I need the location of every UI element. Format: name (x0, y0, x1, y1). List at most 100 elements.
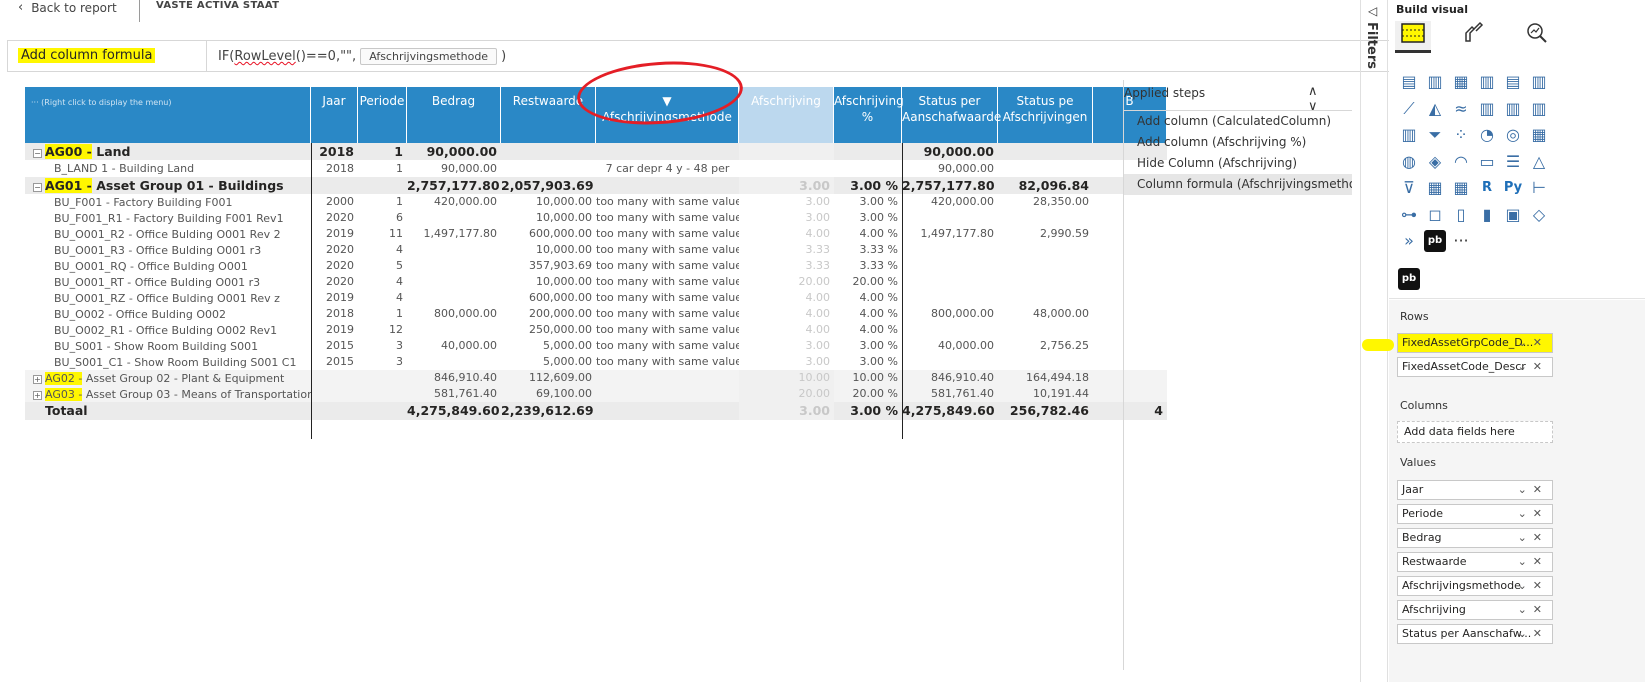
well-item-controls[interactable]: ⌄✕ (1517, 603, 1548, 616)
treemap-icon[interactable]: ▦ (1531, 125, 1547, 144)
qa-icon[interactable]: ◻ (1428, 204, 1442, 224)
kpi-icon[interactable]: △ (1532, 151, 1546, 171)
applied-step-item[interactable]: Hide Column (Afschrijving) (1137, 156, 1298, 170)
matrix-menu-hint[interactable]: ··· (Right click to display the menu) (25, 87, 311, 143)
pb-visual-icon[interactable]: pb (1424, 230, 1446, 252)
group-row[interactable]: + AG02 - Asset Group 02 - Plant & Equipme… (25, 370, 1167, 386)
table-row[interactable]: BU_S001 - Show Room Building S001 2015 3 40… (25, 338, 1167, 354)
group-row[interactable]: − AG01 - Asset Group 01 - Buildings 2,757,… (25, 177, 1167, 194)
card-icon[interactable]: ▭ (1479, 151, 1495, 171)
custom-visual-pb-icon[interactable]: pb (1398, 268, 1420, 290)
applied-step-item[interactable]: Add column (Afschrijving %) (1137, 135, 1307, 149)
field-chip[interactable]: Afschrijvingsmethode (360, 48, 498, 65)
column-header[interactable]: Status per Aanschafwaarde (902, 87, 1001, 143)
collapse-icon[interactable]: − (33, 183, 42, 192)
sort-descending-icon[interactable]: ▼ (662, 94, 672, 108)
analytics-tab[interactable] (1519, 21, 1555, 53)
table-row[interactable]: BU_O001_RZ - Office Bulding O001 Rev z 20… (25, 290, 1167, 306)
column-header[interactable]: Jaar (311, 87, 358, 143)
values-well-item[interactable]: Periode ⌄✕ (1397, 504, 1553, 524)
scatter-icon[interactable]: ⁘ (1454, 125, 1468, 144)
column-header[interactable]: ▼ Afschrijvingsmethode (596, 87, 739, 143)
table-row[interactable]: BU_F001_R1 - Factory Building F001 Rev1 2… (25, 210, 1167, 226)
clustered-column-icon[interactable]: ▥ (1427, 72, 1443, 91)
ribbon-chart-icon[interactable]: ▥ (1531, 98, 1547, 118)
table-row[interactable]: BU_O001_RQ - Office Bulding O001 2020 5 357… (25, 258, 1167, 274)
table-row[interactable]: BU_O001_RT - Office Bulding O001 r3 2020 4… (25, 274, 1167, 290)
column-header[interactable]: Bedrag (407, 87, 501, 143)
stacked-bar-100-icon[interactable]: ▦ (1453, 72, 1469, 91)
power-automate-icon[interactable]: ◇ (1532, 204, 1546, 224)
well-item-controls[interactable]: ⌄✕ (1517, 507, 1548, 520)
more-options-icon[interactable]: ··· (1453, 231, 1469, 250)
filled-map-icon[interactable]: ◈ (1428, 151, 1442, 171)
table-row[interactable]: BU_S001_C1 - Show Room Building S001 C1 2… (25, 354, 1167, 370)
power-apps-icon[interactable]: ▣ (1505, 204, 1521, 224)
well-item-controls[interactable]: ⌄✕ (1517, 336, 1548, 349)
column-100-icon[interactable]: ▥ (1531, 72, 1547, 91)
back-to-report-link[interactable]: ‹ Back to report (18, 0, 117, 15)
donut-icon[interactable]: ◎ (1506, 125, 1520, 144)
values-well-item[interactable]: Afschrijving ⌄✕ (1397, 600, 1553, 620)
line-chart-icon[interactable]: ⟋ (1403, 98, 1415, 118)
rows-well-item[interactable]: FixedAssetCode_Descr ⌄✕ (1397, 357, 1553, 377)
formula-expression[interactable]: IF( RowLevel ()==0,"", Afschrijvingsmeth… (218, 48, 506, 65)
table-row[interactable]: BU_F001 - Factory Building F001 2000 1 420,… (25, 194, 1167, 210)
expand-icon[interactable]: + (33, 391, 42, 400)
line-clustered-icon[interactable]: ▥ (1505, 98, 1521, 118)
table-row[interactable]: BU_O001_R3 - Office Bulding O001 r3 2020 4… (25, 242, 1167, 258)
values-well-item[interactable]: Bedrag ⌄✕ (1397, 528, 1553, 548)
more-visuals-icon[interactable]: » (1404, 231, 1414, 250)
paginated-report-icon[interactable]: ▮ (1482, 204, 1492, 224)
area-chart-icon[interactable]: ◭ (1428, 98, 1442, 118)
well-item-controls[interactable]: ⌄✕ (1517, 483, 1548, 496)
decomposition-tree-icon[interactable]: ⊶ (1401, 204, 1417, 224)
total-row[interactable]: Totaal 4,275,849.60 2,239,612.69 3.00 3.00 %… (25, 402, 1167, 420)
values-well-item[interactable]: Afschrijvingsmethode ⌄✕ (1397, 576, 1553, 596)
applied-step-item[interactable]: Column formula (Afschrijvingsmetho... (1124, 174, 1352, 195)
values-well-item[interactable]: Status per Aanschafw... ⌄✕ (1397, 624, 1553, 644)
values-well-item[interactable]: Jaar ⌄✕ (1397, 480, 1553, 500)
stacked-bar-icon[interactable]: ▤ (1401, 72, 1417, 91)
funnel-icon[interactable]: ⏷ (1428, 125, 1442, 144)
collapse-icon[interactable]: − (33, 149, 42, 158)
well-item-controls[interactable]: ⌄✕ (1517, 531, 1548, 544)
map-icon[interactable]: ◍ (1402, 151, 1416, 171)
columns-drop-zone[interactable]: Add data fields here (1397, 421, 1553, 443)
table-icon[interactable]: ▦ (1427, 178, 1443, 197)
group-row[interactable]: + AG03 - Asset Group 03 - Means of Transp… (25, 386, 1167, 402)
applied-step-item[interactable]: Add column (CalculatedColumn) (1137, 114, 1332, 128)
well-item-controls[interactable]: ⌄✕ (1517, 360, 1548, 373)
python-visual-icon[interactable]: Py (1503, 180, 1523, 195)
clustered-bar-icon[interactable]: ▤ (1505, 72, 1521, 91)
column-header[interactable]: Periode (358, 87, 407, 143)
well-item-controls[interactable]: ⌄✕ (1517, 555, 1548, 568)
values-well-item[interactable]: Restwaarde ⌄✕ (1397, 552, 1553, 572)
line-column-icon[interactable]: ▥ (1479, 98, 1495, 118)
pie-chart-icon[interactable]: ◔ (1480, 125, 1494, 144)
stacked-area-icon[interactable]: ≈ (1454, 98, 1468, 118)
table-row[interactable]: BU_O002 - Office Bulding O002 2018 1 800,00… (25, 306, 1167, 322)
expand-icon[interactable]: + (33, 375, 42, 384)
rows-well-item[interactable]: FixedAssetGrpCode_D... ⌄✕ (1397, 333, 1553, 353)
table-visual-tab[interactable] (1395, 21, 1431, 53)
group-row[interactable]: − AG00 - Land 2018 1 90,000.00 90,000.00 (25, 143, 1167, 160)
stacked-column-icon[interactable]: ▥ (1479, 72, 1495, 91)
smart-narrative-icon[interactable]: ▯ (1456, 204, 1466, 224)
format-visual-tab[interactable] (1455, 21, 1491, 53)
table-row[interactable]: BU_O002_R1 - Office Bulding O002 Rev1 201… (25, 322, 1167, 338)
column-header[interactable]: Afschrijving (739, 87, 834, 143)
collapse-arrow-icon[interactable]: ◁ (1368, 4, 1378, 18)
well-item-controls[interactable]: ⌄✕ (1517, 579, 1548, 592)
waterfall-icon[interactable]: ▥ (1401, 125, 1417, 144)
well-item-controls[interactable]: ⌄✕ (1517, 627, 1548, 640)
column-header[interactable]: Afschrijving % (834, 87, 904, 143)
column-header[interactable]: B (1093, 87, 1167, 143)
formula-name[interactable]: Add column formula (18, 48, 156, 63)
r-visual-icon[interactable]: R (1481, 180, 1492, 195)
column-header[interactable]: Status pe Afschrijvingen (998, 87, 1093, 143)
slicer-icon[interactable]: ⊽ (1403, 178, 1415, 197)
table-row[interactable]: BU_O001_R2 - Office Bulding O001 Rev 2 20… (25, 226, 1167, 242)
table-row[interactable]: B_LAND 1 - Building Land 2018 1 90,000.00 7 … (25, 160, 1167, 177)
multi-row-card-icon[interactable]: ☰ (1505, 151, 1521, 171)
